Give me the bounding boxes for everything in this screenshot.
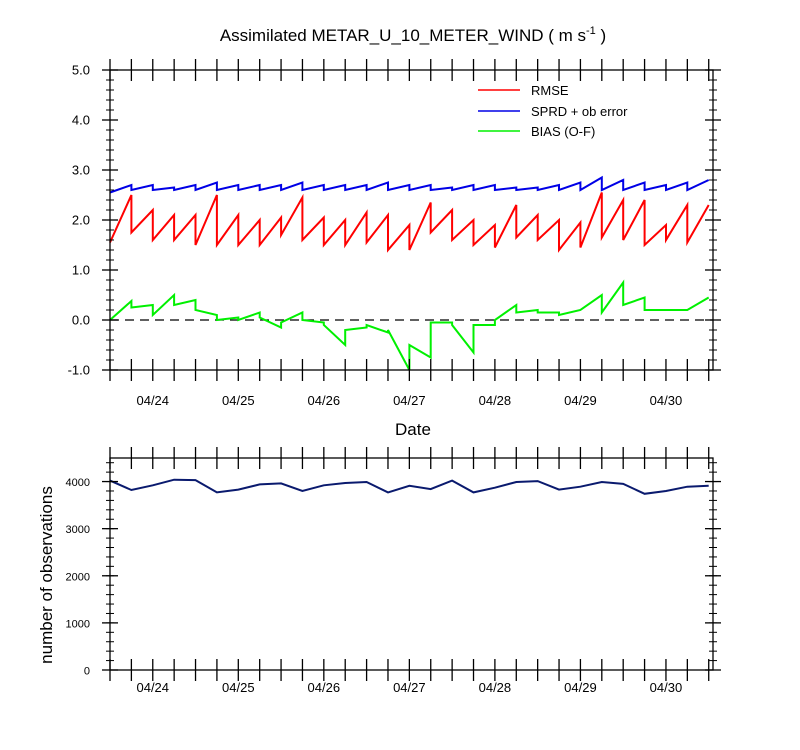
bottom-y-tick-label: 4000	[66, 477, 90, 489]
legend-label-spread: SPRD + ob error	[531, 104, 628, 119]
top-series-group	[109, 175, 710, 371]
bottom-x-tick-label: 04/26	[308, 680, 341, 695]
bottom-x-tick-labels: 04/24 04/25 04/26 04/27 04/28 04/29 04/30	[136, 680, 682, 695]
top-plot: 5.04.03.02.01.00.0-1.0 04/24 04/25 04/26 04…	[68, 59, 721, 439]
bottom-x-tick-label: 04/28	[479, 680, 512, 695]
bottom-plot-frame	[109, 457, 714, 671]
bottom-x-tick-label: 04/24	[136, 680, 169, 695]
top-x-tick-label: 04/27	[393, 393, 426, 408]
top-x-tick-label: 04/30	[650, 393, 683, 408]
bottom-y-tick-labels: 4000 3000 2000 1000 0	[66, 477, 90, 677]
bottom-y-tick-label: 2000	[66, 571, 90, 583]
bottom-x-tick-label: 04/27	[393, 680, 426, 695]
bottom-y-tick-label: 3000	[66, 524, 90, 536]
y-axis-label-observations: number of observations	[37, 486, 56, 664]
top-tick-marks	[102, 59, 721, 381]
top-y-tick-label: 4.0	[72, 113, 90, 128]
top-y-tick-label: 3.0	[72, 163, 90, 178]
series-line-spread	[109, 175, 710, 194]
series-line-bias	[109, 279, 710, 371]
top-y-tick-label: -1.0	[68, 363, 90, 378]
top-y-tick-label: 1.0	[72, 263, 90, 278]
chart-title: Assimilated METAR_U_10_METER_WIND ( m s-…	[220, 25, 606, 45]
bottom-x-tick-label: 04/25	[222, 680, 255, 695]
top-x-tick-label: 04/29	[564, 393, 597, 408]
top-x-tick-label: 04/26	[308, 393, 341, 408]
legend-label-bias: BIAS (O-F)	[531, 124, 595, 139]
bottom-tick-marks	[102, 447, 721, 681]
bottom-y-tick-label: 1000	[66, 618, 90, 630]
top-y-tick-labels: 5.0 4.0 3.0 2.0 1.0 0.0 -1.0	[68, 63, 90, 378]
series-line-count	[109, 478, 709, 495]
top-y-tick-label: 0.0	[72, 313, 90, 328]
top-y-tick-label: 2.0	[72, 213, 90, 228]
series-line-rmse	[109, 192, 710, 253]
legend-label-rmse: RMSE	[531, 83, 569, 98]
top-x-tick-labels: 04/24 04/25 04/26 04/27 04/28 04/29 04/30	[136, 393, 682, 408]
top-x-tick-label: 04/24	[136, 393, 169, 408]
top-y-tick-label: 5.0	[72, 63, 90, 78]
bottom-series-group	[109, 478, 709, 495]
legend: RMSE SPRD + ob error BIAS (O-F)	[478, 83, 628, 139]
bottom-y-tick-label: 0	[84, 666, 90, 678]
top-x-tick-label: 04/25	[222, 393, 255, 408]
x-axis-label: Date	[395, 420, 431, 439]
bottom-x-tick-label: 04/30	[650, 680, 683, 695]
bottom-x-tick-label: 04/29	[564, 680, 597, 695]
top-x-tick-label: 04/28	[479, 393, 512, 408]
